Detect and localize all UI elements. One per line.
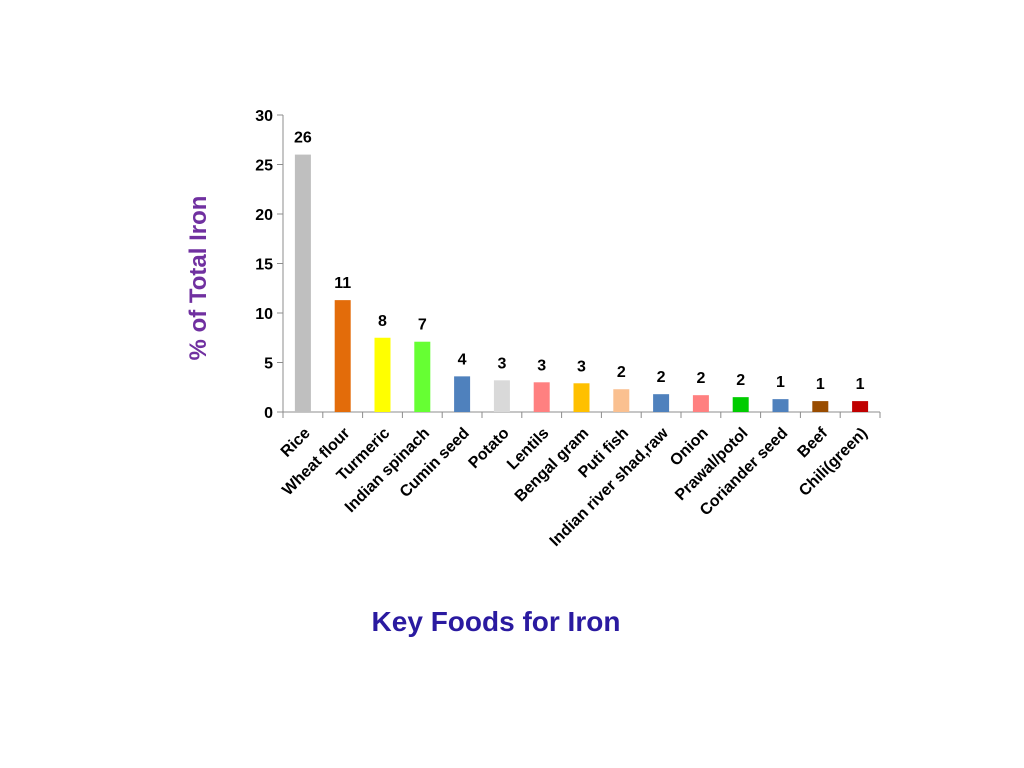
bar [454,376,471,412]
bar [852,401,869,412]
bars [294,154,869,412]
data-label: 1 [856,376,865,393]
data-label: 2 [657,369,666,386]
data-label: 26 [294,130,312,147]
data-label: 1 [776,374,785,391]
x-axis [282,411,881,418]
data-label: 2 [736,372,745,389]
data-label: 3 [537,357,546,374]
y-axis-title: % of Total Iron [185,196,212,361]
data-label: 2 [617,364,626,381]
data-label: 3 [497,355,506,372]
bar [692,395,709,412]
bar [294,154,311,412]
y-tick-label: 25 [255,158,273,175]
bar [812,401,829,412]
y-tick-label: 15 [255,257,273,274]
data-label: 3 [577,358,586,375]
category-label: Cumin seed [397,425,473,501]
bar [493,380,510,412]
y-tick-label: 10 [255,306,273,323]
data-label: 1 [816,376,825,393]
y-tick-label: 30 [255,108,273,125]
data-label: 11 [334,275,351,292]
bar [374,337,391,412]
data-label: 7 [418,317,427,334]
bar [613,389,630,412]
y-tick-label: 20 [255,207,273,224]
y-tick-label: 5 [264,356,273,373]
data-label: 4 [458,351,467,368]
category-label: Rice [278,425,314,461]
bar [334,300,351,412]
bar [732,397,749,412]
x-axis-title: Key Foods for Iron [372,606,621,637]
y-tick-label: 0 [264,405,273,422]
category-label: Potato [466,425,513,472]
data-label: 8 [378,313,387,330]
category-label: Beef [795,424,832,461]
bar [414,341,431,412]
bar [772,399,789,412]
bar [653,394,670,412]
data-label: 2 [696,370,705,387]
bar [533,382,550,412]
bar [573,383,590,412]
y-axis: 0 5 10 15 20 25 30 [255,108,284,422]
